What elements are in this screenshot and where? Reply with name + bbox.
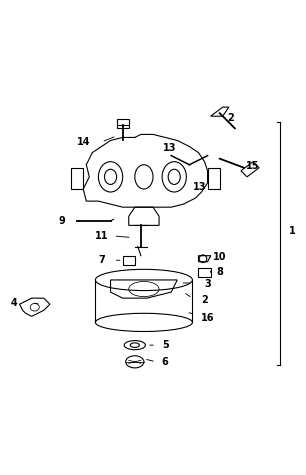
Text: 13: 13 [163, 143, 177, 153]
Text: 2: 2 [201, 294, 208, 304]
Text: 13: 13 [193, 182, 207, 192]
Text: 10: 10 [213, 252, 226, 262]
Text: 2: 2 [227, 113, 234, 123]
Text: 15: 15 [246, 161, 260, 171]
Text: 1: 1 [289, 227, 296, 237]
Text: 11: 11 [95, 231, 108, 241]
Text: 16: 16 [201, 313, 214, 323]
Text: 3: 3 [204, 279, 211, 289]
Text: 4: 4 [10, 298, 17, 308]
Text: 14: 14 [76, 137, 90, 147]
Text: 5: 5 [162, 340, 169, 350]
Text: 8: 8 [216, 267, 223, 277]
Text: 6: 6 [162, 357, 169, 367]
Text: 7: 7 [98, 255, 105, 265]
Text: 9: 9 [59, 216, 65, 226]
